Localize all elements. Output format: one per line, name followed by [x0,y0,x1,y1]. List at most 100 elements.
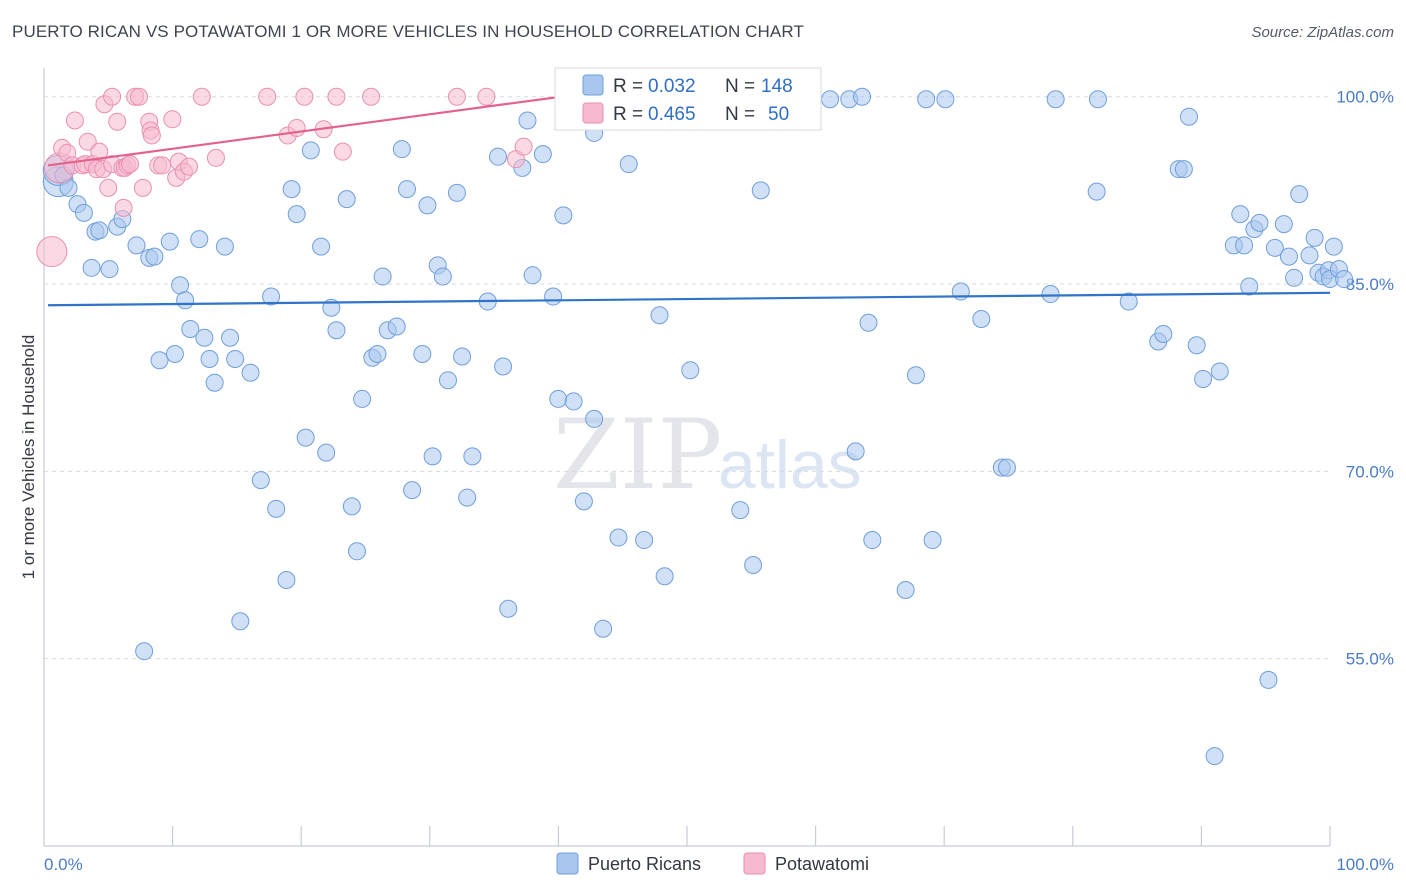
potawatomi-point-25 [133,178,152,197]
puerto-ricans-point-62 [453,347,472,366]
puerto-ricans-point-18 [165,344,184,363]
puerto-ricans-point-90 [681,361,700,380]
puerto-ricans-point-137 [1324,237,1343,256]
puerto-ricans-point-120 [1231,205,1250,224]
puerto-ricans-point-72 [533,145,552,164]
legend-swatch-blue [582,74,604,96]
puerto-ricans-point-122 [1240,277,1259,296]
puerto-ricans-point-109 [1087,182,1106,201]
puerto-ricans-point-126 [1265,238,1284,257]
puerto-ricans-point-75 [554,206,573,225]
puerto-ricans-point-63 [458,488,477,507]
puerto-ricans-point-100 [863,531,882,550]
puerto-ricans-point-20 [176,291,195,310]
y-tick-labels: 55.0% 70.0% 85.0% 100.0% [1336,88,1394,669]
potawatomi-point-24 [130,87,149,106]
puerto-ricans-point-34 [277,571,296,590]
legend-swatch-pink [582,102,604,124]
puerto-ricans-point-8 [90,221,109,240]
puerto-ricans-point-131 [1300,246,1319,265]
puerto-ricans-point-51 [387,317,406,336]
y-tick-label-70: 70.0% [1346,462,1394,481]
puerto-ricans-point-101 [896,581,915,599]
puerto-ricans-point-142 [997,458,1016,477]
puerto-ricans-point-38 [301,141,320,160]
potawatomi-point-17 [108,112,127,131]
puerto-ricans-point-73 [544,287,563,306]
puerto-ricans-point-127 [1274,215,1293,234]
puerto-ricans-point-16 [150,351,169,370]
trend-lines [47,95,1331,307]
puerto-ricans-point-6 [82,258,101,277]
puerto-ricans-point-55 [413,344,432,363]
puerto-ricans-point-85 [635,531,654,550]
potawatomi-point-8 [78,132,97,151]
puerto-ricans-point-13 [135,642,154,661]
puerto-ricans-point-114 [1174,160,1193,179]
bottom-legend-swatch-potawatomi [743,852,766,875]
puerto-ricans-point-82 [609,528,628,547]
puerto-ricans-point-67 [494,357,513,376]
puerto-ricans-point-26 [215,237,234,256]
puerto-ricans-point-5 [74,203,93,222]
series-potawatomi [36,87,533,268]
puerto-ricans-point-59 [433,267,452,286]
puerto-ricans-point-128 [1279,247,1298,266]
trend-line-puerto-ricans [47,291,1331,307]
puerto-ricans-point-118 [1210,362,1229,381]
puerto-ricans-point-48 [368,344,387,363]
puerto-ricans-point-125 [1259,670,1278,689]
puerto-ricans-point-102 [906,366,925,385]
potawatomi-point-16 [103,87,122,106]
puerto-ricans-point-12 [127,236,146,255]
potawatomi-point-22 [121,155,140,174]
puerto-ricans-point-56 [418,196,437,215]
legend-r-value-2: 0.465 [648,104,696,125]
y-axis-title: 1 or more Vehicles in Household [19,335,38,580]
puerto-ricans-point-40 [317,443,336,462]
puerto-ricans-point-19 [171,276,190,295]
puerto-ricans-point-116 [1187,336,1206,355]
puerto-ricans-point-61 [447,183,466,202]
bottom-legend: Puerto Ricans Potawatomi [556,852,869,875]
potawatomi-point-5 [65,111,84,130]
potawatomi-point-0 [36,236,68,268]
puerto-ricans-point-117 [1194,369,1213,388]
puerto-ricans-point-80 [594,619,613,638]
puerto-ricans-point-46 [353,389,372,408]
puerto-ricans-point-110 [1088,90,1107,109]
puerto-ricans-point-31 [251,471,270,490]
puerto-ricans-point-98 [853,87,872,106]
puerto-ricans-point-42 [327,321,346,340]
puerto-ricans-point-95 [821,90,840,109]
puerto-ricans-point-83 [619,155,638,174]
puerto-ricans-point-97 [846,442,865,461]
puerto-ricans-point-143 [744,556,763,575]
puerto-ricans-point-104 [936,90,955,109]
legend-r-label-2: R = [613,104,643,125]
potawatomi-point-14 [99,178,118,197]
chart-title: PUERTO RICAN VS POTAWATOMI 1 OR MORE VEH… [12,22,804,41]
puerto-ricans-point-52 [392,140,411,159]
puerto-ricans-point-106 [972,310,991,329]
bottom-legend-swatch-puerto-ricans [556,852,579,875]
y-tick-label-100: 100.0% [1336,88,1394,107]
puerto-ricans-point-53 [397,180,416,199]
legend-r-value-1: 0.032 [648,76,696,97]
potawatomi-point-35 [180,157,199,176]
puerto-ricans-point-87 [655,567,674,586]
series-puerto-ricans [42,87,1354,766]
puerto-ricans-point-9 [100,260,119,279]
puerto-ricans-point-22 [190,230,209,249]
trend-line-potawatomi [47,95,561,167]
potawatomi-point-36 [192,87,211,106]
puerto-ricans-point-111 [1119,292,1138,311]
x-tick-marks [172,826,1331,846]
puerto-ricans-point-103 [917,90,936,109]
puerto-ricans-point-33 [267,499,286,518]
puerto-ricans-point-21 [181,320,200,339]
puerto-ricans-point-28 [226,349,245,368]
puerto-ricans-point-70 [518,111,537,130]
puerto-ricans-point-115 [1179,107,1198,126]
